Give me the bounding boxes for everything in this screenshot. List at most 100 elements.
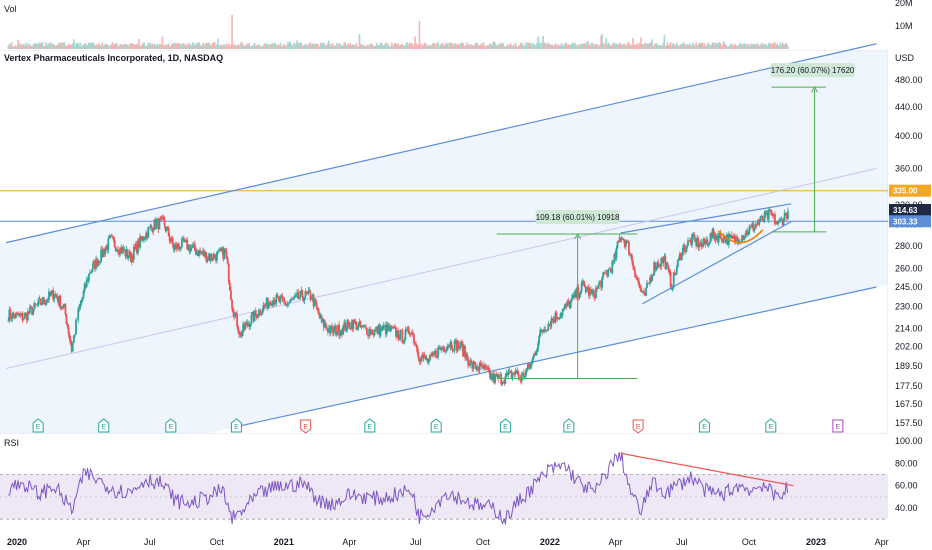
volume-bar bbox=[268, 43, 270, 49]
volume-bar bbox=[318, 46, 321, 49]
candle-body bbox=[51, 290, 53, 293]
candle-body bbox=[471, 362, 474, 369]
candle-body bbox=[585, 289, 588, 292]
volume-bar bbox=[217, 38, 219, 49]
volume-bar bbox=[689, 43, 691, 49]
candle-body bbox=[557, 317, 560, 320]
volume-bar bbox=[462, 42, 464, 49]
volume-bar bbox=[603, 43, 605, 49]
volume-bar bbox=[190, 45, 193, 49]
candle-body bbox=[534, 353, 536, 356]
pattern-drawings[interactable] bbox=[620, 203, 792, 305]
candle-body bbox=[669, 272, 672, 288]
earnings-marker-10[interactable] bbox=[632, 419, 644, 434]
earnings-marker-5[interactable] bbox=[300, 419, 312, 434]
volume-bar bbox=[625, 46, 627, 49]
earnings-marker-13[interactable] bbox=[832, 419, 844, 433]
channel-lower-line[interactable] bbox=[230, 286, 877, 429]
channel-middle-line[interactable] bbox=[5, 168, 877, 370]
candle-body bbox=[498, 374, 501, 379]
volume-bar bbox=[577, 44, 580, 49]
measure-1-arrow-head[interactable] bbox=[574, 233, 582, 240]
candle-body bbox=[210, 254, 213, 260]
volume-bar bbox=[386, 43, 389, 49]
volume-bar bbox=[123, 44, 126, 49]
earnings-marker-9[interactable] bbox=[563, 418, 575, 433]
volume-bar bbox=[198, 42, 200, 49]
measure-2-arrow-head[interactable] bbox=[811, 86, 818, 93]
candle-body bbox=[82, 291, 85, 298]
volume-bar bbox=[79, 42, 82, 49]
volume-bar bbox=[295, 42, 297, 49]
earnings-marker-3[interactable] bbox=[165, 418, 177, 433]
earnings-marker-6[interactable] bbox=[364, 418, 376, 433]
candle-body bbox=[562, 308, 565, 310]
volume-bar bbox=[419, 43, 422, 49]
volume-bar bbox=[36, 44, 39, 49]
channel-upper-line[interactable] bbox=[5, 43, 877, 244]
volume-bar bbox=[442, 44, 444, 49]
earnings-marker-1[interactable] bbox=[32, 418, 44, 433]
volume-bar bbox=[100, 45, 102, 49]
volume-bar bbox=[251, 45, 254, 49]
resistance-price-tag-box[interactable] bbox=[889, 184, 931, 197]
wedge-upper-line[interactable] bbox=[620, 203, 792, 234]
candle-body bbox=[614, 253, 617, 258]
earnings-marker-8[interactable] bbox=[499, 418, 511, 433]
support-price-tag-box[interactable] bbox=[889, 215, 931, 228]
candle-body bbox=[85, 279, 88, 288]
candle-body bbox=[357, 323, 360, 328]
volume-bar bbox=[713, 45, 716, 49]
volume-bar bbox=[107, 45, 110, 49]
candle-body bbox=[294, 294, 296, 298]
volume-bar bbox=[334, 45, 336, 49]
earnings-marker-2[interactable] bbox=[98, 418, 110, 433]
earnings-marker-7[interactable] bbox=[430, 418, 442, 433]
candle-body bbox=[238, 331, 240, 335]
volume-bar bbox=[156, 44, 159, 49]
volume-bar bbox=[550, 45, 553, 49]
chart-title: Vertex Pharmaceuticals Incorporated, 1D,… bbox=[4, 53, 223, 63]
candle-body bbox=[290, 298, 292, 302]
candle-body bbox=[166, 227, 169, 229]
candle-body bbox=[754, 224, 757, 229]
price-axis-tick: 260.00 bbox=[895, 264, 923, 274]
candle-body bbox=[456, 342, 459, 351]
wedge-lower-line[interactable] bbox=[642, 221, 792, 305]
volume-bar bbox=[358, 34, 361, 49]
earnings-marker-12[interactable] bbox=[765, 418, 777, 433]
volume-bar bbox=[303, 45, 306, 49]
earnings-marker-4[interactable] bbox=[230, 418, 242, 433]
measure-2-label-box[interactable] bbox=[770, 63, 855, 78]
rsi-divergence-line[interactable] bbox=[620, 452, 794, 487]
current-price-tag-box[interactable] bbox=[889, 204, 931, 217]
regression-channel[interactable] bbox=[5, 43, 877, 429]
volume-bar bbox=[76, 43, 78, 49]
candle-body bbox=[400, 329, 403, 331]
volume-bar bbox=[24, 42, 27, 49]
earnings-marker-11[interactable] bbox=[698, 418, 710, 433]
candle-body bbox=[89, 272, 91, 274]
candle-body bbox=[369, 328, 372, 335]
measure-1-label-box[interactable] bbox=[535, 210, 620, 225]
candle-body bbox=[416, 345, 419, 353]
horizontal-levels[interactable] bbox=[0, 190, 888, 222]
volume-bar bbox=[64, 45, 67, 49]
candle-body bbox=[246, 322, 249, 326]
cup-arc[interactable] bbox=[717, 229, 764, 244]
volume-bar bbox=[721, 45, 724, 49]
volume-bar bbox=[430, 45, 432, 49]
time-axis-label: Jul bbox=[410, 537, 422, 547]
candle-body bbox=[330, 325, 332, 334]
candle-body bbox=[775, 221, 777, 225]
volume-bar bbox=[142, 42, 144, 49]
candle-body bbox=[710, 233, 713, 239]
volume-bar bbox=[449, 43, 452, 49]
candle-body bbox=[356, 327, 359, 330]
volume-bar bbox=[342, 45, 344, 49]
candle-body bbox=[781, 218, 784, 225]
volume-bar bbox=[679, 46, 681, 49]
